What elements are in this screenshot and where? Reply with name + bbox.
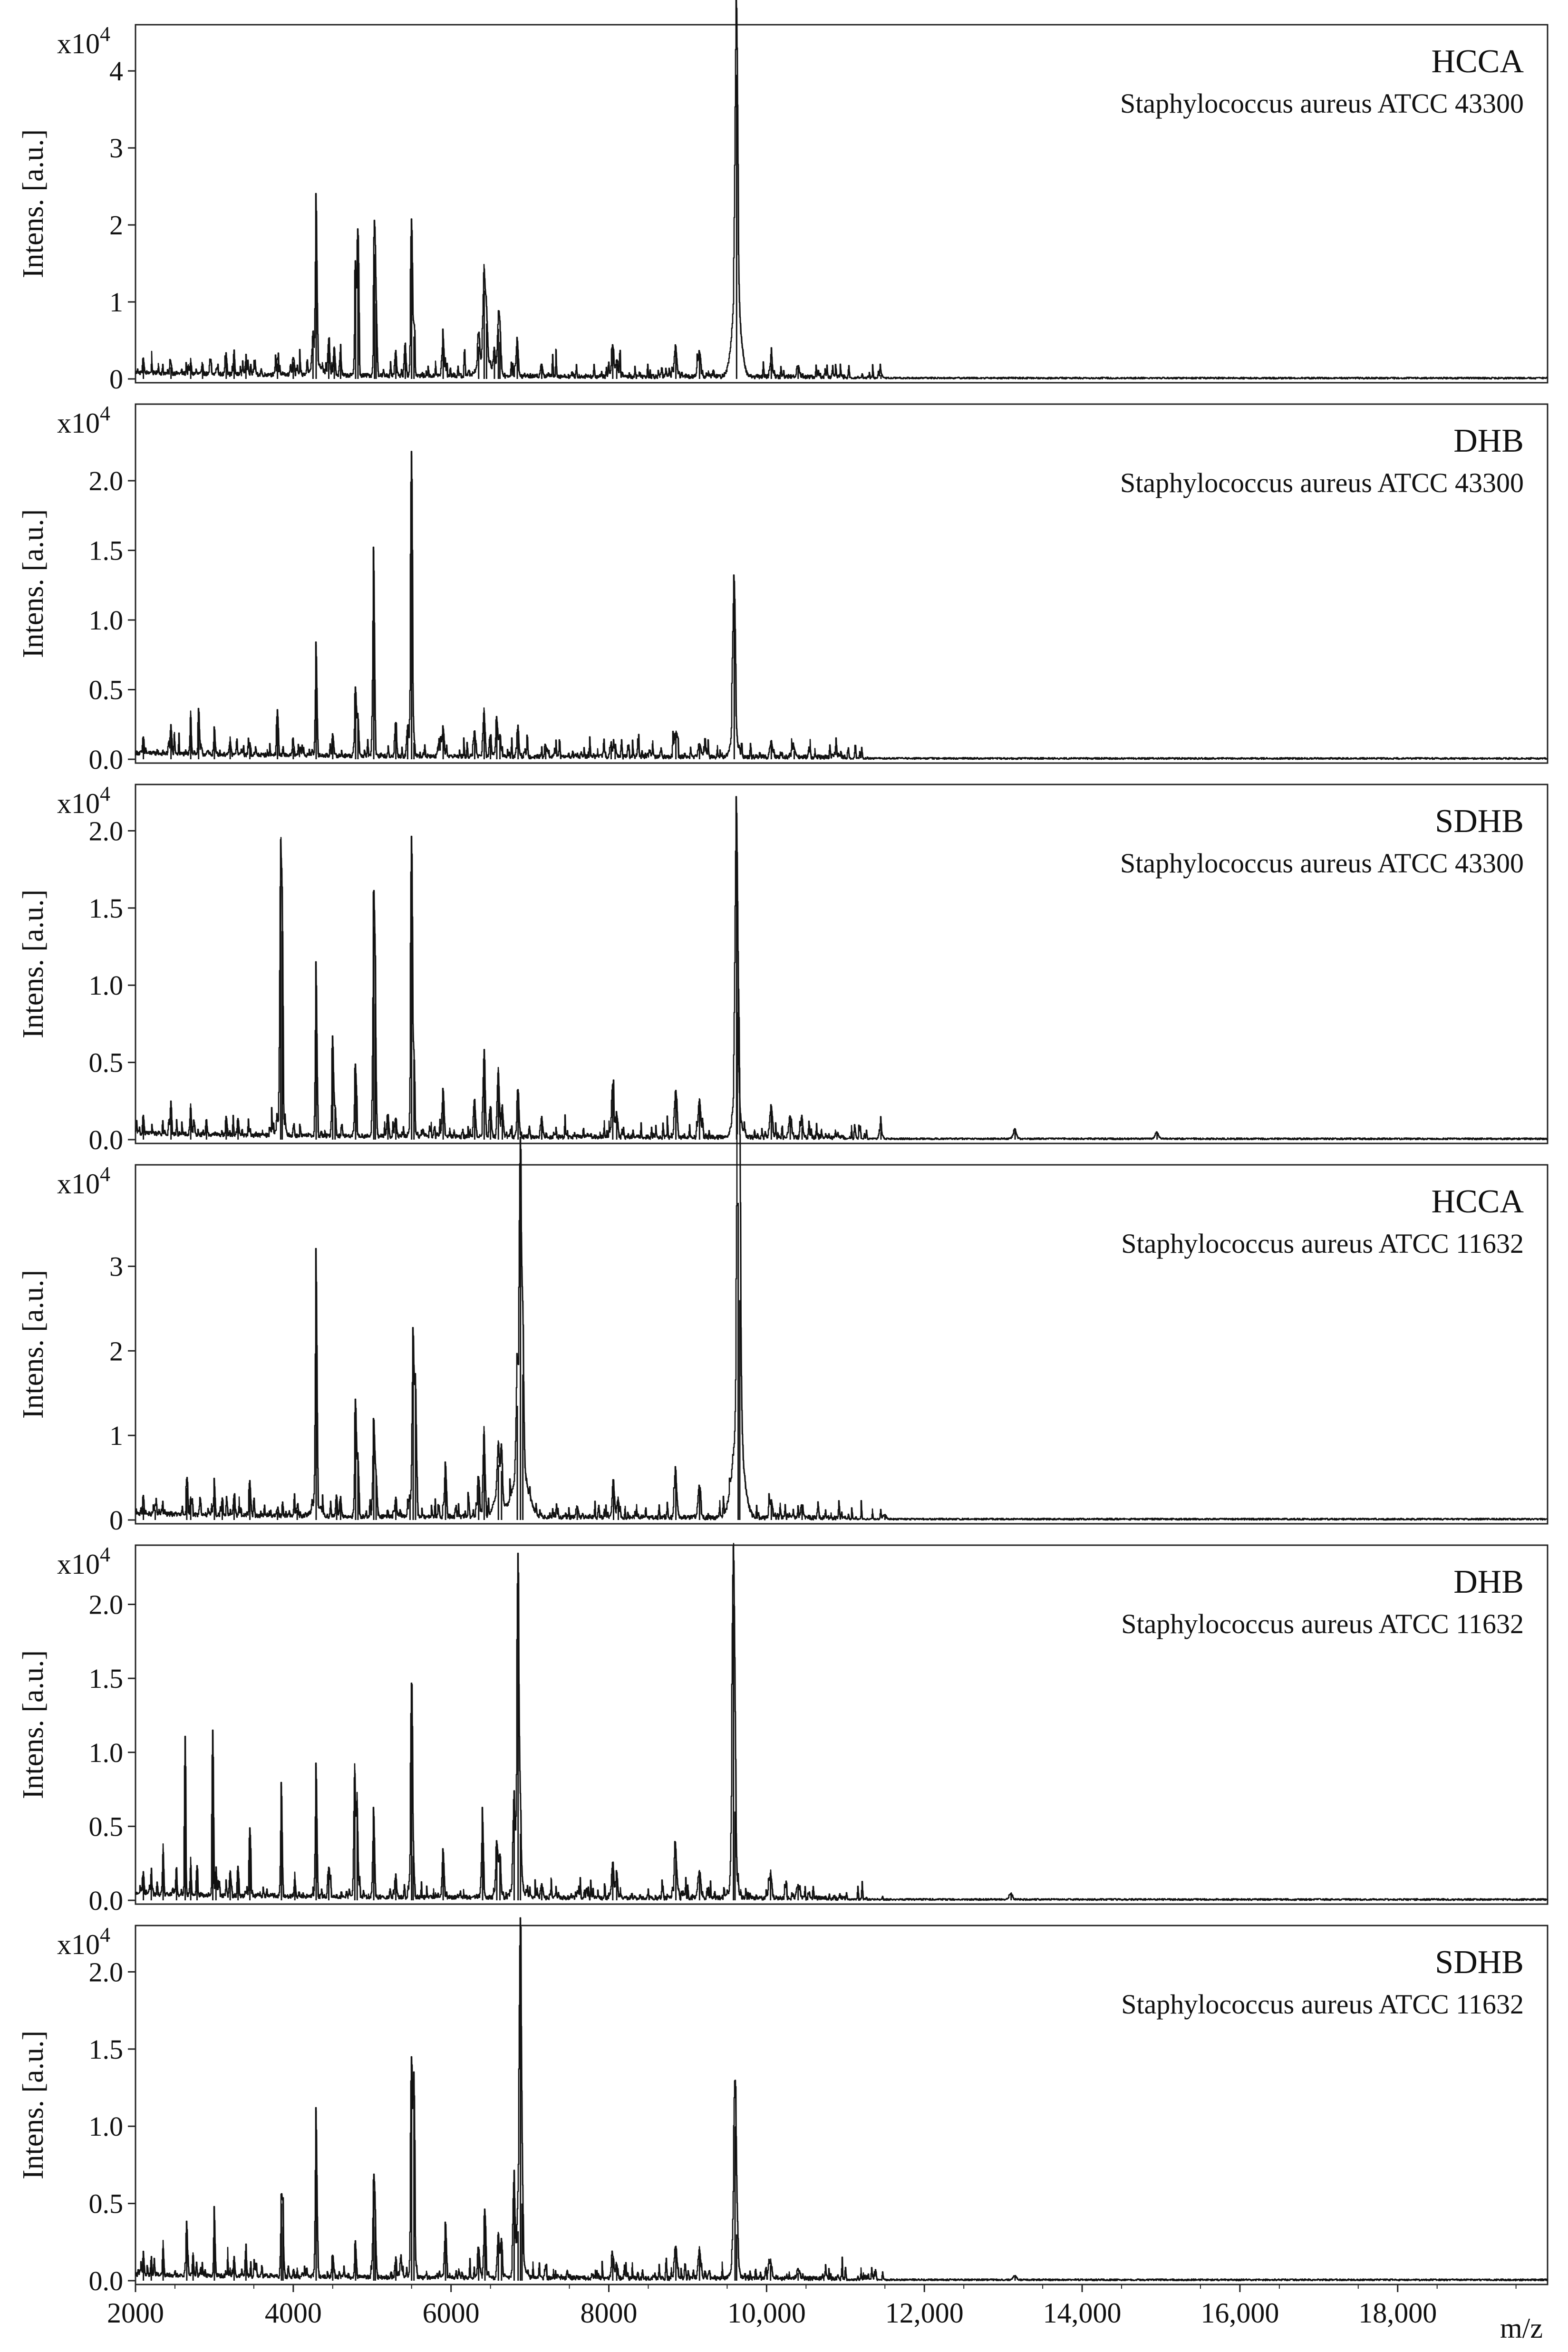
x-tick-label: 12,000: [885, 2297, 964, 2329]
y-multiplier-base: x10: [57, 1549, 100, 1580]
y-tick-label: 0.5: [89, 1047, 124, 1078]
y-tick-label: 0.0: [89, 1885, 124, 1916]
x-tick-label: 4000: [265, 2297, 322, 2329]
y-tick-label: 1.5: [89, 893, 124, 924]
y-tick-label: 0.0: [89, 2265, 124, 2296]
y-tick-label: 1.5: [89, 2034, 124, 2065]
plot-frame: [135, 403, 1549, 764]
spectrum-panel-5: 0.0 0.5 1.0 1.5 2.0 Intens. [a.u.] x104 DHB Stap…: [17, 1543, 1549, 1916]
y-axis-label: Intens. [a.u.]: [17, 2031, 49, 2179]
spectrum-panel-4: 0 1 2 3 Intens. [a.u.] x104 HCCA Staphylococcus…: [17, 988, 1549, 1536]
y-multiplier: x104: [57, 1543, 110, 1580]
x-tick-label: 2000: [107, 2297, 164, 2329]
plot-frame: [135, 1164, 1549, 1525]
y-axis-label: Intens. [a.u.]: [17, 1650, 49, 1799]
y-multiplier: x104: [57, 1923, 110, 1960]
y-tick-label: 0.0: [89, 744, 124, 775]
spectrum-trace: [135, 451, 1548, 760]
y-tick-label: 0.0: [89, 1124, 124, 1155]
plot-frame: [135, 1925, 1549, 2285]
y-multiplier-base: x10: [57, 788, 100, 819]
strain-label: Staphylococcus aureus ATCC 43300: [1120, 848, 1524, 879]
matrix-label: HCCA: [1432, 1183, 1524, 1220]
x-tick-label: 14,000: [1043, 2297, 1122, 2329]
y-tick-label: 4: [109, 56, 123, 87]
x-tick-label: 10,000: [727, 2297, 806, 2329]
spectrum-trace: [135, 988, 1548, 1521]
y-tick-label: 2.0: [89, 815, 124, 846]
matrix-label: HCCA: [1432, 43, 1524, 80]
y-tick-label: 0.5: [89, 2188, 124, 2219]
y-tick-label: 3: [109, 1251, 123, 1282]
y-multiplier-base: x10: [57, 28, 100, 59]
spectrum-trace: [135, 1543, 1548, 1901]
y-tick-label: 0: [109, 1505, 123, 1536]
y-multiplier-base: x10: [57, 407, 100, 439]
y-multiplier: x104: [57, 782, 110, 819]
y-tick-label: 1.0: [89, 970, 124, 1001]
y-tick-label: 2: [109, 1336, 123, 1366]
x-tick-label: 18,000: [1358, 2297, 1437, 2329]
y-multiplier-exponent: 4: [100, 1162, 110, 1186]
y-tick-label: 2.0: [89, 1589, 124, 1620]
y-multiplier-exponent: 4: [100, 782, 110, 805]
y-multiplier-exponent: 4: [100, 22, 110, 46]
y-axis-label: Intens. [a.u.]: [17, 890, 49, 1038]
y-tick-label: 1.0: [89, 605, 124, 636]
strain-label: Staphylococcus aureus ATCC 43300: [1120, 467, 1524, 498]
y-tick-label: 1.0: [89, 2111, 124, 2142]
y-multiplier-exponent: 4: [100, 402, 110, 425]
y-multiplier-base: x10: [57, 1168, 100, 1200]
y-axis-label: Intens. [a.u.]: [17, 1270, 49, 1419]
x-tick-label: 8000: [581, 2297, 638, 2329]
x-tick-label: 16,000: [1200, 2297, 1279, 2329]
spectrum-panel-6: 0.0 0.5 1.0 1.5 2.0 Intens. [a.u.] x104 SDHB Sta…: [17, 1917, 1549, 2296]
x-axis-label: m/z: [1500, 2313, 1543, 2344]
x-tick-label: 6000: [423, 2297, 480, 2329]
matrix-label: DHB: [1453, 1564, 1524, 1600]
spectrum-trace: [135, 0, 1548, 380]
y-tick-label: 2.0: [89, 465, 124, 496]
y-tick-label: 1.5: [89, 1663, 124, 1694]
y-tick-label: 2.0: [89, 1956, 124, 1987]
plot-frame: [135, 784, 1549, 1144]
y-tick-label: 0.5: [89, 675, 124, 706]
y-multiplier-exponent: 4: [100, 1923, 110, 1946]
y-tick-label: 0: [109, 364, 123, 395]
y-tick-label: 1: [109, 1420, 123, 1451]
y-multiplier-exponent: 4: [100, 1543, 110, 1566]
y-tick-label: 3: [109, 133, 123, 164]
spectrum-panel-2: 0.0 0.5 1.0 1.5 2.0 Intens. [a.u.] x104 DHB Stap…: [17, 402, 1549, 775]
matrix-label: DHB: [1453, 423, 1524, 459]
spectrum-trace: [135, 796, 1548, 1141]
matrix-label: SDHB: [1435, 1944, 1524, 1981]
y-multiplier-base: x10: [57, 1929, 100, 1960]
y-axis-label: Intens. [a.u.]: [17, 509, 49, 658]
y-tick-label: 1.0: [89, 1737, 124, 1768]
y-tick-label: 1.5: [89, 535, 124, 566]
spectrum-panel-3: 0.0 0.5 1.0 1.5 2.0 Intens. [a.u.] x104 SDHB Sta…: [17, 782, 1549, 1155]
y-tick-label: 1: [109, 287, 123, 318]
shared-x-axis: 2000 4000 6000 8000 10,000 12,000 14,000 16,000…: [107, 2284, 1543, 2344]
y-multiplier: x104: [57, 22, 110, 59]
matrix-label: SDHB: [1435, 803, 1524, 840]
spectrum-trace: [135, 1917, 1548, 2282]
y-tick-label: 2: [109, 210, 123, 241]
plot-frame: [135, 24, 1549, 384]
y-multiplier: x104: [57, 1162, 110, 1200]
strain-label: Staphylococcus aureus ATCC 11632: [1121, 1989, 1524, 2020]
y-tick-label: 0.5: [89, 1811, 124, 1842]
strain-label: Staphylococcus aureus ATCC 43300: [1120, 88, 1524, 119]
y-multiplier: x104: [57, 402, 110, 439]
y-axis-label: Intens. [a.u.]: [17, 129, 49, 278]
strain-label: Staphylococcus aureus ATCC 11632: [1121, 1228, 1524, 1259]
strain-label: Staphylococcus aureus ATCC 11632: [1121, 1608, 1524, 1639]
plot-frame: [135, 1544, 1549, 1905]
